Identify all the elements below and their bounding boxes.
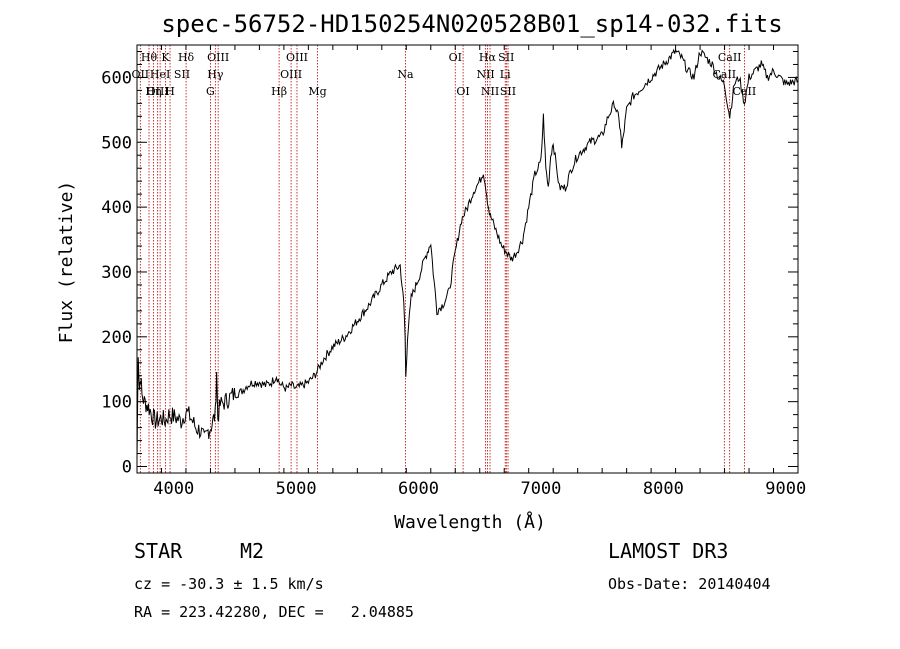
y-tick-label: 500 bbox=[101, 133, 132, 153]
x-tick-label: 6000 bbox=[398, 479, 439, 499]
spectral-line-label: Na bbox=[397, 68, 414, 81]
object-subclass: M2 bbox=[240, 539, 265, 563]
redshift-cz: cz = -30.3 ± 1.5 km/s bbox=[134, 575, 324, 593]
y-tick-label: 0 bbox=[122, 458, 132, 478]
y-axis-ticks: 0 100 200 300 400 500 600 bbox=[101, 50, 798, 478]
x-tick-label: 8000 bbox=[643, 479, 684, 499]
spectrum-line bbox=[136, 48, 799, 461]
spectral-line-label: Li bbox=[500, 68, 511, 81]
obs-date: Obs-Date: 20140404 bbox=[608, 575, 771, 593]
spectral-line-label: CaII bbox=[712, 68, 736, 81]
spectral-line-label: Mg bbox=[308, 85, 326, 98]
spectral-line-label: OI bbox=[456, 85, 469, 98]
spectral-line-label: G bbox=[206, 85, 215, 98]
spectral-line-label: Hβ bbox=[271, 85, 287, 98]
x-tick-label: 9000 bbox=[765, 479, 806, 499]
plot-frame bbox=[136, 44, 799, 474]
object-class: STAR bbox=[134, 539, 183, 563]
spectral-line-label: HeI bbox=[150, 68, 170, 81]
spectral-line-label: K bbox=[161, 51, 170, 64]
spectral-line-label: NII bbox=[481, 85, 499, 98]
spectral-line-label: SII bbox=[498, 51, 514, 64]
x-axis-label: Wavelength (Å) bbox=[394, 511, 546, 533]
spectral-line-label: NII bbox=[476, 68, 494, 81]
spectral-line-label: OIII bbox=[286, 51, 308, 64]
spectral-line-label: Hα bbox=[479, 51, 497, 64]
y-tick-label: 600 bbox=[101, 68, 132, 88]
y-axis-label: Flux (relative) bbox=[56, 181, 77, 344]
spectral-line-label: OIII bbox=[207, 51, 229, 64]
survey-name: LAMOST DR3 bbox=[608, 539, 729, 563]
x-axis-ticks: 4000 5000 6000 7000 8000 9000 bbox=[136, 45, 806, 499]
spectral-line-label: OI bbox=[449, 51, 462, 64]
ra-dec: RA = 223.42280, DEC = 2.04885 bbox=[134, 603, 414, 621]
y-tick-label: 100 bbox=[101, 393, 132, 413]
x-tick-label: 5000 bbox=[276, 479, 317, 499]
y-tick-label: 200 bbox=[101, 328, 132, 348]
y-tick-label: 400 bbox=[101, 198, 132, 218]
chart-title: spec-56752-HD150254N020528B01_sp14-032.f… bbox=[161, 10, 782, 38]
spectral-line-label: Hθ bbox=[141, 51, 158, 64]
spectral-line-label: Hδ bbox=[178, 51, 195, 64]
spectral-line-label: Hη bbox=[145, 85, 161, 98]
spectral-line-label: Hγ bbox=[207, 68, 224, 81]
x-tick-label: 7000 bbox=[520, 479, 561, 499]
spectral-line-label: SII bbox=[174, 68, 190, 81]
spectral-line-label: SII bbox=[500, 85, 516, 98]
spectral-line-label: H bbox=[165, 85, 175, 98]
spectral-line-markers bbox=[139, 45, 745, 473]
spectral-line-label: OII bbox=[131, 68, 149, 81]
spectral-line-label: CaII bbox=[718, 51, 742, 64]
spectral-line-label: OIII bbox=[280, 68, 302, 81]
spectral-line-label: CaII bbox=[733, 85, 757, 98]
y-tick-label: 300 bbox=[101, 263, 132, 283]
x-tick-label: 4000 bbox=[153, 479, 194, 499]
spectral-line-label: OIII bbox=[147, 85, 169, 98]
spectrum-series bbox=[136, 48, 799, 461]
